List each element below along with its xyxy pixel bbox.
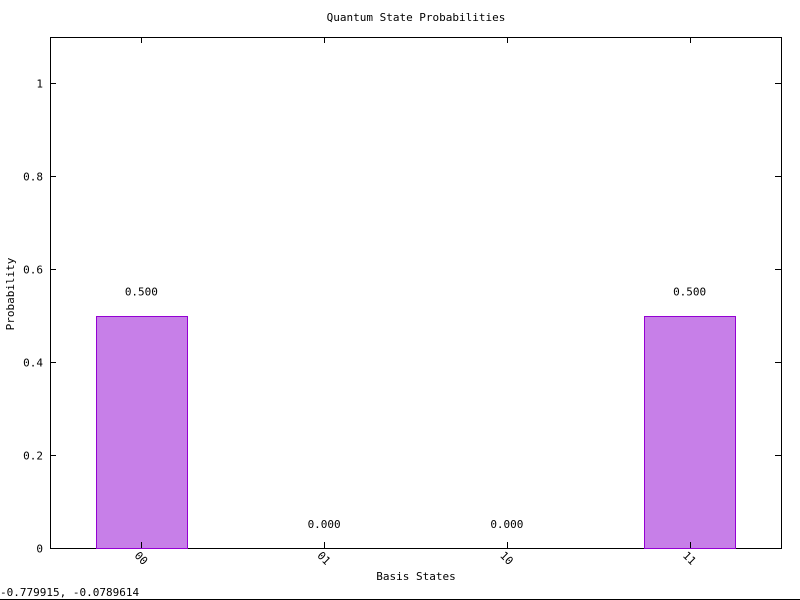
mouse-coordinates: -0.779915, -0.0789614 [0,586,140,599]
x-tick-label-00: 00 [132,549,151,568]
value-label-11: 0.500 [673,286,706,299]
y-axis: 0 0.2 0.4 0.6 0.8 1 [23,78,781,556]
y-axis-label: Probability [4,257,17,330]
value-labels: 0.500 0.000 0.000 0.500 [125,286,706,531]
x-axis: 00 01 10 11 [132,37,699,568]
value-label-00: 0.500 [125,286,158,299]
y-tick-label: 0.2 [23,450,43,463]
y-tick-label: 0 [36,543,43,556]
x-tick-label-11: 11 [680,549,699,568]
y-tick-label: 0.6 [23,264,43,277]
bar-11 [644,316,736,549]
bar-00 [96,316,188,549]
y-tick-label: 0.8 [23,171,43,184]
x-tick-label-10: 10 [497,549,516,568]
plot-frame [50,37,782,549]
chart-title: Quantum State Probabilities [327,11,506,24]
bar-layer [96,316,736,549]
value-label-10: 0.000 [490,518,523,531]
x-axis-label: Basis States [376,570,455,583]
x-tick-label-01: 01 [314,549,333,568]
y-tick-label: 0.4 [23,357,43,370]
value-label-01: 0.000 [308,518,341,531]
y-tick-label: 1 [36,78,43,91]
